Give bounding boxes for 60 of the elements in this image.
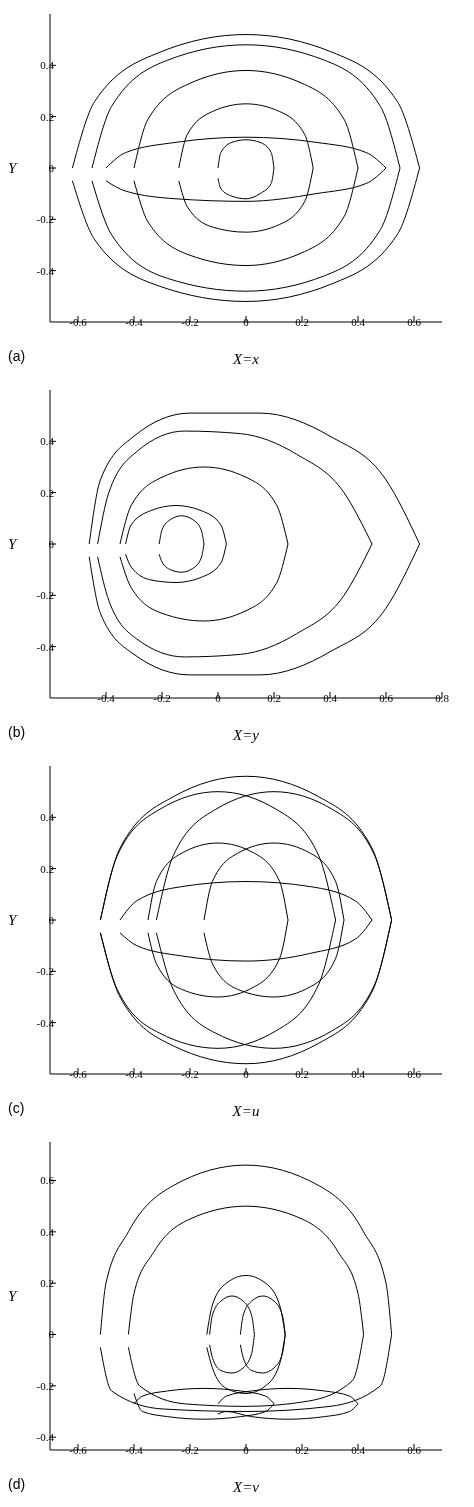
x-axis-title: X=u — [231, 1103, 260, 1119]
text: (b) — [8, 724, 26, 740]
x-tick-label: -0.4 — [125, 1443, 144, 1456]
x-tick-label: -0.6 — [69, 1443, 88, 1456]
y-tick-label: 0.2 — [40, 1277, 54, 1290]
x-tick-label: 0.6 — [407, 315, 422, 328]
y-tick-label: -0.2 — [36, 965, 54, 978]
y-tick-label: 0 — [48, 537, 55, 550]
y-tick-label: -0.2 — [36, 589, 54, 602]
y-tick-label: 0 — [48, 913, 55, 926]
x-axis-title: X=x — [232, 351, 260, 367]
x-tick-label: 0.4 — [351, 1067, 366, 1080]
y-tick-label: 0.6 — [40, 1174, 55, 1187]
y-tick-label: 0 — [48, 161, 55, 174]
text: (c) — [8, 1100, 25, 1116]
x-tick-label: 0.6 — [407, 1443, 422, 1456]
y-tick-label: 0.4 — [40, 59, 55, 72]
x-tick-label: -0.2 — [181, 1443, 199, 1456]
y-tick-label: -0.4 — [36, 640, 55, 653]
x-tick-label: 0 — [215, 691, 222, 704]
y-tick-label: 0.2 — [40, 110, 54, 123]
x-tick-label: -0.2 — [181, 1067, 199, 1080]
y-tick-label: -0.4 — [36, 1016, 55, 1029]
x-axis-title: X=y — [232, 727, 260, 743]
text: (a) — [8, 348, 26, 364]
y-tick-label: 0.2 — [40, 486, 54, 499]
y-axis-title: Y — [8, 912, 18, 929]
y-tick-label: -0.2 — [36, 213, 54, 226]
x-tick-label: 0.4 — [351, 1443, 366, 1456]
x-tick-label: 0 — [243, 1067, 250, 1080]
text: (d) — [8, 1476, 26, 1492]
x-tick-label: 0 — [243, 315, 250, 328]
x-tick-label: -0.4 — [125, 315, 144, 328]
y-tick-label: 0.2 — [40, 862, 54, 875]
x-tick-label: 0.4 — [351, 315, 366, 328]
x-tick-label: -0.6 — [69, 315, 88, 328]
x-tick-label: 0 — [243, 1443, 250, 1456]
x-tick-label: 0.6 — [379, 691, 394, 704]
x-tick-label: 0.4 — [323, 691, 338, 704]
y-axis-title: Y — [8, 536, 18, 553]
x-tick-label: -0.4 — [97, 691, 116, 704]
x-tick-label: -0.6 — [69, 1067, 88, 1080]
x-tick-label: -0.2 — [153, 691, 171, 704]
y-tick-label: -0.4 — [36, 1431, 55, 1444]
y-axis-title: Y — [8, 160, 18, 177]
y-tick-label: 0.4 — [40, 1225, 55, 1238]
x-tick-label: 0.2 — [295, 1443, 309, 1456]
x-tick-label: 0.2 — [267, 691, 281, 704]
y-tick-label: 0.4 — [40, 435, 55, 448]
x-axis-title: X=v — [232, 1479, 260, 1495]
x-tick-label: 0.8 — [435, 691, 450, 704]
x-tick-label: 0.2 — [295, 1067, 309, 1080]
y-axis-title: Y — [8, 1288, 18, 1305]
x-tick-label: 0.6 — [407, 1067, 422, 1080]
y-tick-label: -0.2 — [36, 1379, 54, 1392]
x-tick-label: -0.2 — [181, 315, 199, 328]
y-tick-label: -0.4 — [36, 264, 55, 277]
x-tick-label: 0.2 — [295, 315, 309, 328]
x-tick-label: -0.4 — [125, 1067, 144, 1080]
y-tick-label: 0.4 — [40, 811, 55, 824]
